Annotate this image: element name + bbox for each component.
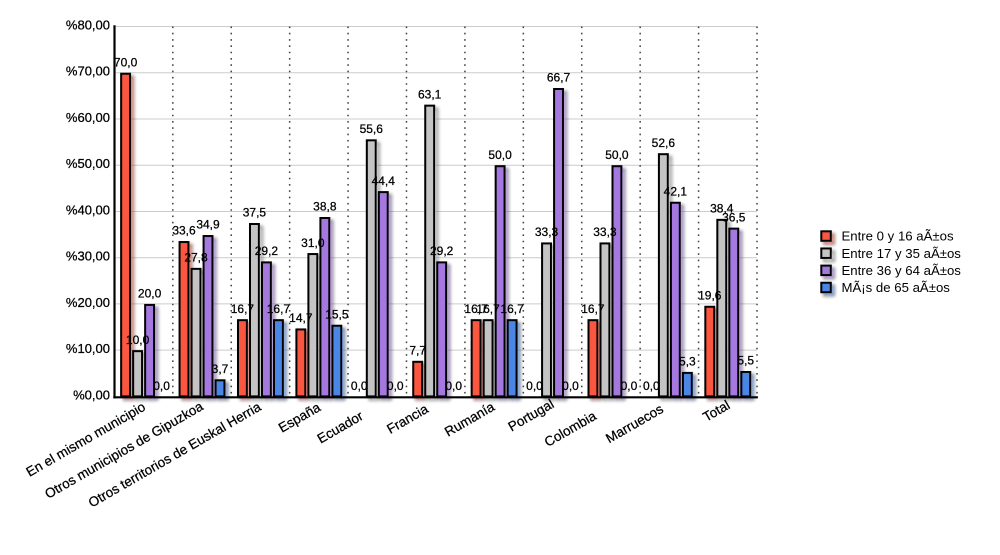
svg-text:19,6: 19,6 [698,288,722,302]
svg-text:50,0: 50,0 [488,148,512,162]
svg-text:5,3: 5,3 [679,355,696,369]
svg-text:36,5: 36,5 [722,210,746,224]
svg-text:Entre 17 y 35 aÃ±os: Entre 17 y 35 aÃ±os [842,246,962,261]
svg-text:7,7: 7,7 [409,344,426,358]
svg-text:10,0: 10,0 [126,333,150,347]
svg-text:%50,00: %50,00 [66,156,110,171]
svg-text:34,9: 34,9 [196,218,220,232]
svg-text:%40,00: %40,00 [66,202,110,217]
svg-text:16,7: 16,7 [231,302,255,316]
svg-text:Entre 0 y 16 aÃ±os: Entre 0 y 16 aÃ±os [842,229,954,244]
svg-text:15,5: 15,5 [325,307,349,321]
svg-text:0,0: 0,0 [562,379,579,393]
svg-text:%0,00: %0,00 [73,387,110,402]
svg-text:0,0: 0,0 [351,379,368,393]
svg-text:16,7: 16,7 [500,302,524,316]
svg-text:33,3: 33,3 [535,225,559,239]
svg-text:33,6: 33,6 [172,224,196,238]
svg-text:55,6: 55,6 [360,122,384,136]
svg-text:Entre 36 y 64 aÃ±os: Entre 36 y 64 aÃ±os [842,263,962,278]
svg-text:%30,00: %30,00 [66,249,110,264]
svg-text:33,3: 33,3 [593,225,617,239]
svg-text:31,0: 31,0 [301,236,325,250]
svg-text:0,0: 0,0 [621,379,638,393]
svg-text:0,0: 0,0 [153,379,170,393]
svg-text:0,0: 0,0 [526,379,543,393]
svg-text:70,0: 70,0 [114,55,138,69]
svg-text:63,1: 63,1 [418,87,442,101]
svg-text:50,0: 50,0 [605,148,629,162]
svg-text:0,0: 0,0 [643,379,660,393]
svg-text:16,7: 16,7 [581,302,605,316]
svg-text:MÃ¡s de 65 aÃ±os: MÃ¡s de 65 aÃ±os [842,280,951,295]
svg-text:44,4: 44,4 [372,174,396,188]
svg-text:%80,00: %80,00 [66,17,110,32]
svg-text:%10,00: %10,00 [66,341,110,356]
svg-text:%60,00: %60,00 [66,110,110,125]
svg-text:66,7: 66,7 [547,71,571,85]
svg-text:16,7: 16,7 [267,302,291,316]
svg-text:37,5: 37,5 [243,206,267,220]
svg-text:38,8: 38,8 [313,200,337,214]
svg-text:52,6: 52,6 [652,136,676,150]
svg-text:3,7: 3,7 [212,362,229,376]
svg-text:27,8: 27,8 [184,251,208,265]
svg-text:42,1: 42,1 [664,184,688,198]
svg-text:29,2: 29,2 [430,244,454,258]
svg-text:%20,00: %20,00 [66,295,110,310]
svg-text:%70,00: %70,00 [66,64,110,79]
svg-text:16,7: 16,7 [464,302,488,316]
svg-text:29,2: 29,2 [255,244,279,258]
svg-text:20,0: 20,0 [138,287,162,301]
svg-text:14,7: 14,7 [289,311,313,325]
svg-text:0,0: 0,0 [387,379,404,393]
svg-text:0,0: 0,0 [445,379,462,393]
svg-text:38,4: 38,4 [710,202,734,216]
svg-text:16,7: 16,7 [476,302,500,316]
svg-text:5,5: 5,5 [737,354,754,368]
